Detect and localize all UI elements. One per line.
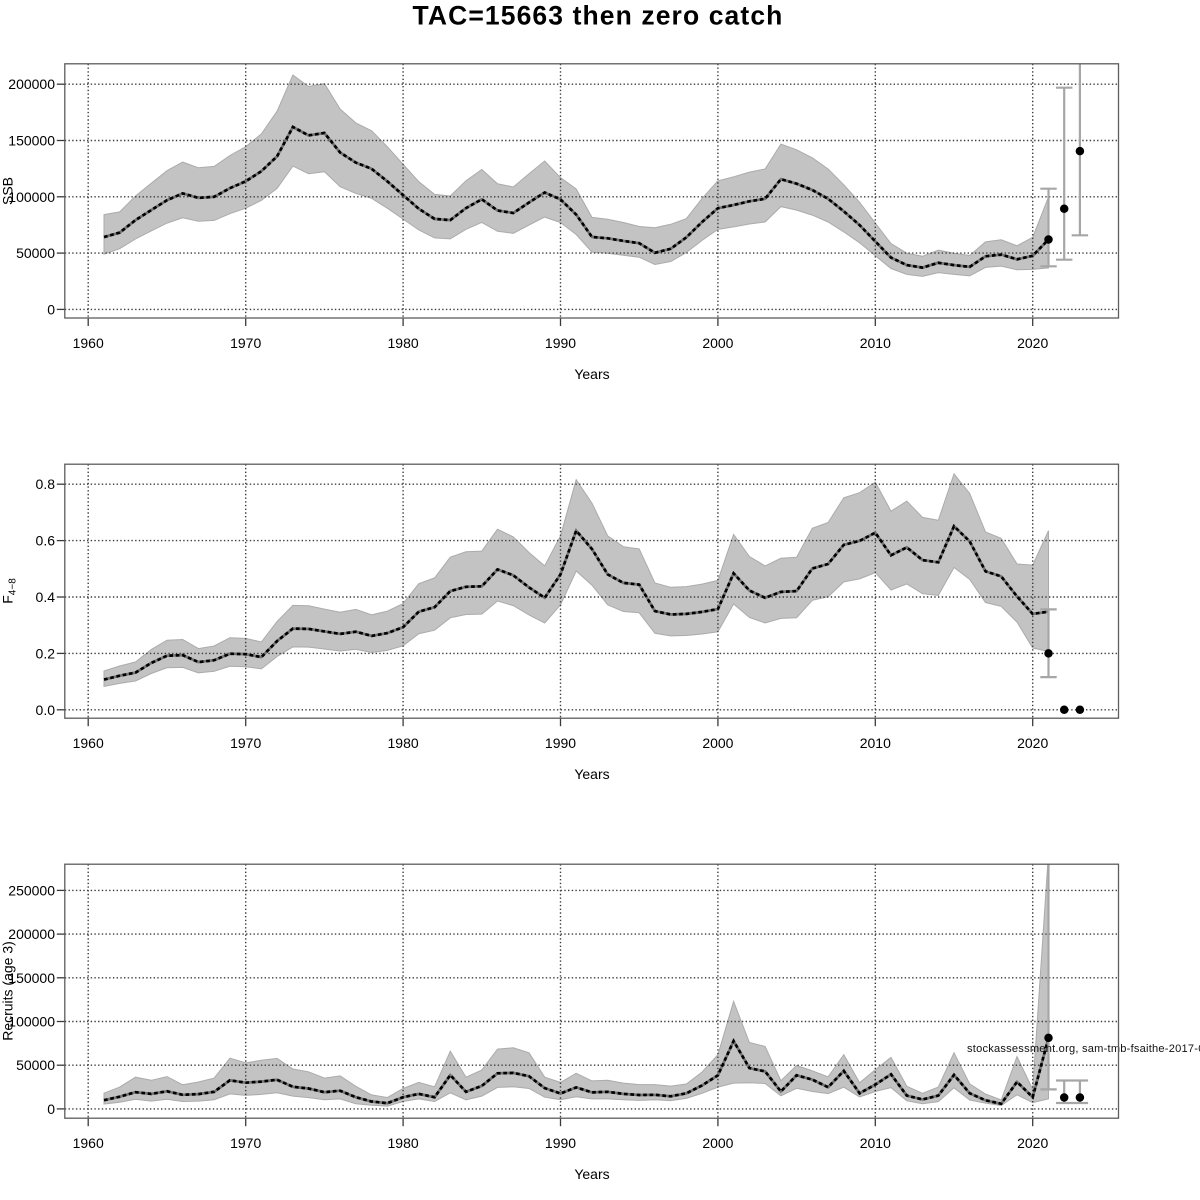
svg-text:50000: 50000 (16, 245, 55, 261)
svg-text:Recruits (age 3): Recruits (age 3) (0, 941, 16, 1041)
svg-text:1970: 1970 (230, 335, 261, 351)
svg-text:0: 0 (47, 1101, 55, 1117)
svg-text:SSB: SSB (0, 177, 16, 205)
svg-text:250000: 250000 (8, 882, 55, 898)
svg-text:100000: 100000 (8, 189, 55, 205)
svg-text:stockassessment.org, sam-tmb-f: stockassessment.org, sam-tmb-fsaithe-201… (967, 1043, 1200, 1055)
svg-text:Years: Years (574, 366, 609, 382)
svg-text:150000: 150000 (8, 133, 55, 149)
svg-text:1970: 1970 (230, 1135, 261, 1151)
svg-text:0.6: 0.6 (36, 533, 56, 549)
svg-text:2020: 2020 (1017, 1135, 1048, 1151)
svg-text:2010: 2010 (860, 735, 891, 751)
svg-text:0.8: 0.8 (36, 476, 56, 492)
svg-text:50000: 50000 (16, 1057, 55, 1073)
svg-text:0.2: 0.2 (36, 645, 56, 661)
svg-text:1980: 1980 (388, 335, 419, 351)
svg-text:200000: 200000 (8, 926, 55, 942)
svg-text:2010: 2010 (860, 1135, 891, 1151)
svg-text:1960: 1960 (73, 335, 104, 351)
svg-text:0.0: 0.0 (36, 702, 56, 718)
svg-text:2000: 2000 (702, 1135, 733, 1151)
svg-text:1960: 1960 (73, 735, 104, 751)
svg-text:150000: 150000 (8, 970, 55, 986)
svg-text:1970: 1970 (230, 735, 261, 751)
svg-text:2000: 2000 (702, 335, 733, 351)
svg-text:Years: Years (574, 766, 609, 782)
svg-text:2020: 2020 (1017, 735, 1048, 751)
svg-text:0.4: 0.4 (36, 589, 56, 605)
svg-text:Years: Years (574, 1166, 609, 1182)
svg-text:2000: 2000 (702, 735, 733, 751)
svg-text:TAC=15663 then zero catch: TAC=15663 then zero catch (413, 1, 784, 31)
svg-text:1980: 1980 (388, 735, 419, 751)
svg-text:200000: 200000 (8, 76, 55, 92)
svg-text:100000: 100000 (8, 1014, 55, 1030)
svg-text:2020: 2020 (1017, 335, 1048, 351)
svg-text:0: 0 (47, 301, 55, 317)
svg-text:1990: 1990 (545, 1135, 576, 1151)
svg-text:2010: 2010 (860, 335, 891, 351)
svg-text:1990: 1990 (545, 335, 576, 351)
svg-text:1980: 1980 (388, 1135, 419, 1151)
svg-text:1990: 1990 (545, 735, 576, 751)
svg-text:1960: 1960 (73, 1135, 104, 1151)
